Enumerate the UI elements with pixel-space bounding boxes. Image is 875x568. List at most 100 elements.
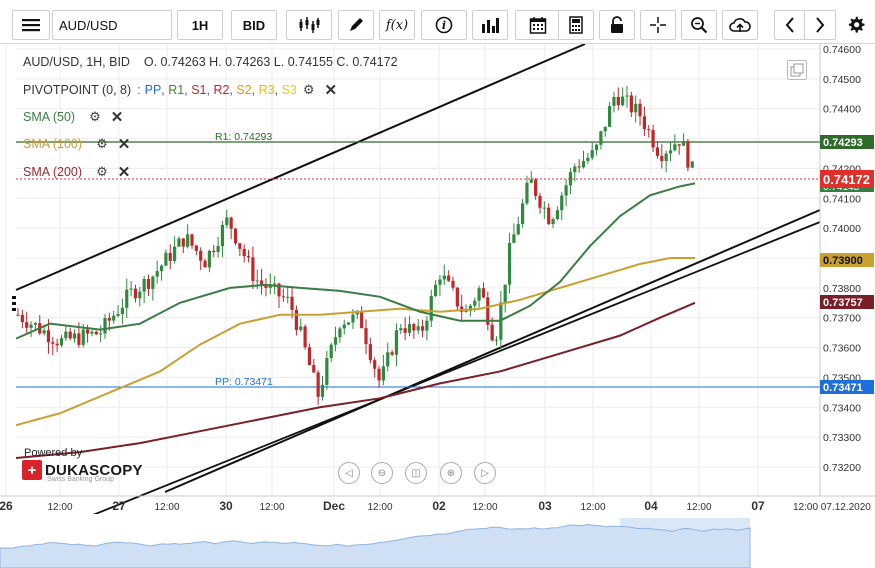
sma200-legend: SMA (200) ⚙ ✕ xyxy=(23,163,130,181)
candle-body xyxy=(608,105,612,127)
info-icon[interactable]: i xyxy=(421,10,467,40)
crosshair-icon[interactable] xyxy=(640,10,676,40)
candle-body xyxy=(281,296,285,298)
candle-body xyxy=(616,96,620,106)
sma100-settings-icon[interactable]: ⚙ xyxy=(96,136,108,151)
sma50-line xyxy=(15,182,696,340)
candle-body xyxy=(660,155,664,162)
chart-grid xyxy=(5,44,820,496)
function-icon[interactable]: f(x) xyxy=(379,10,415,40)
cloud-upload-icon[interactable] xyxy=(722,10,758,40)
candle-body xyxy=(246,256,251,258)
settings-icon[interactable] xyxy=(841,10,871,40)
pivot-s2: S2 xyxy=(236,83,252,97)
svg-text:i: i xyxy=(442,19,446,32)
candle-body xyxy=(486,297,490,325)
candle-body xyxy=(673,144,677,151)
pencil-icon[interactable] xyxy=(338,10,374,40)
sma100-badge: 0.73900 xyxy=(820,253,874,267)
candle-body xyxy=(64,331,68,339)
candle-body xyxy=(329,344,333,359)
candle-body xyxy=(638,103,642,117)
candle-body xyxy=(81,329,85,345)
candle-body xyxy=(647,129,651,131)
calendar-icon[interactable] xyxy=(515,10,561,40)
sma200-settings-icon[interactable]: ⚙ xyxy=(96,164,108,179)
time-axis-right-label: 12:00 07.12.2020 xyxy=(793,502,871,513)
pivot-settings-icon[interactable]: ⚙ xyxy=(302,82,315,97)
sma100-close-icon[interactable]: ✕ xyxy=(117,136,131,153)
hamburger-menu-icon[interactable] xyxy=(12,10,50,40)
candle-body xyxy=(368,344,372,361)
popout-icon[interactable] xyxy=(787,60,807,80)
candle-body xyxy=(677,144,681,146)
sma50-close-icon[interactable]: ✕ xyxy=(110,109,124,126)
arrow-right-icon[interactable] xyxy=(804,10,836,40)
chart-area[interactable]: 0.746000.745000.744000.743000.742000.741… xyxy=(0,44,875,568)
pivot-close-icon[interactable]: ✕ xyxy=(324,82,338,99)
pivot-s1: S1 xyxy=(191,83,207,97)
price-type-button[interactable]: BID xyxy=(231,10,277,40)
sma50-settings-icon[interactable]: ⚙ xyxy=(89,109,101,124)
r1-badge: 0.74293 xyxy=(820,135,874,149)
candle-body xyxy=(621,96,625,106)
sma200-close-icon[interactable]: ✕ xyxy=(117,164,131,181)
time-tick-label: 27 xyxy=(112,499,126,513)
ohlc-legend: AUD/USD, 1H, BID O. 0.74263 H. 0.74263 L… xyxy=(23,55,398,69)
price-tick-label: 0.73600 xyxy=(823,343,861,355)
price-tick-label: 0.74100 xyxy=(823,193,861,205)
candle-body xyxy=(555,210,559,220)
candle-body xyxy=(451,280,455,288)
candle-body xyxy=(534,179,538,196)
candle-body xyxy=(173,246,177,261)
candle-body xyxy=(364,328,368,345)
candle-body xyxy=(51,342,55,344)
symbol-selector[interactable]: AUD/USD xyxy=(52,10,172,40)
ohlc-text: AUD/USD, 1H, BID O. 0.74263 H. 0.74263 L… xyxy=(23,55,398,69)
time-tick-label: 12:00 xyxy=(367,502,392,513)
candle-body xyxy=(229,217,233,229)
time-tick-label: 12:00 xyxy=(47,502,72,513)
candle-body xyxy=(120,307,124,315)
candle-body xyxy=(507,242,512,285)
zoom-out-button[interactable]: ⊖ xyxy=(371,462,393,484)
logo-subtitle: Swiss Banking Group xyxy=(47,476,114,483)
candle-body xyxy=(303,326,307,348)
candle-body xyxy=(177,238,181,247)
candle-body xyxy=(386,352,390,367)
price-chart[interactable]: 0.746000.745000.744000.743000.742000.741… xyxy=(0,44,875,568)
candle-body xyxy=(438,279,442,285)
candle-body xyxy=(442,275,446,280)
candles-icon[interactable] xyxy=(286,10,332,40)
sma50-legend: SMA (50) ⚙ ✕ xyxy=(23,108,123,126)
scroll-left-button[interactable]: ◁ xyxy=(338,462,360,484)
bar-chart-icon[interactable] xyxy=(472,10,508,40)
pivot-prefix: PIVOTPOINT (0, 8) xyxy=(23,83,132,97)
dukascopy-logo[interactable]: + DUKASCOPY xyxy=(22,460,143,480)
timeframe-button[interactable]: 1H xyxy=(177,10,223,40)
pivot-r1: R1 xyxy=(168,83,185,97)
arrow-left-icon[interactable] xyxy=(774,10,806,40)
candle-body xyxy=(273,283,277,285)
lock-icon[interactable] xyxy=(599,10,635,40)
candle-body xyxy=(220,224,225,246)
zoom-in-button[interactable]: ⊕ xyxy=(440,462,462,484)
pp-label: PP: 0.73471 xyxy=(215,376,273,388)
candle-body xyxy=(99,333,103,335)
candle-body xyxy=(77,333,81,345)
calculator-icon[interactable] xyxy=(558,10,594,40)
candle-body xyxy=(503,284,507,303)
candle-body xyxy=(681,141,686,146)
candle-body xyxy=(464,310,468,312)
symbol-label: AUD/USD xyxy=(59,17,118,33)
reset-zoom-button[interactable]: ◫ xyxy=(405,462,427,484)
sma100-line xyxy=(15,257,695,427)
candle-body xyxy=(642,116,646,130)
candle-body xyxy=(251,257,255,282)
candle-body xyxy=(138,291,142,299)
zoom-icon[interactable] xyxy=(681,10,717,40)
time-tick-label: 12:00 xyxy=(154,502,179,513)
price-tick-label: 0.73300 xyxy=(823,432,861,444)
candle-body xyxy=(447,275,451,281)
scroll-right-button[interactable]: ▷ xyxy=(474,462,496,484)
